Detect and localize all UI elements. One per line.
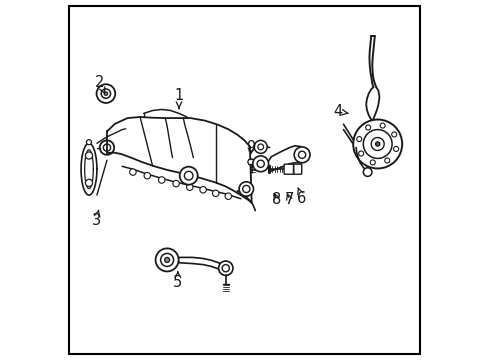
Text: 7: 7 [284,192,294,207]
Circle shape [379,123,385,128]
Circle shape [144,172,150,179]
Circle shape [100,140,114,155]
Circle shape [184,171,193,180]
Circle shape [352,120,401,168]
Circle shape [369,160,374,165]
Circle shape [222,265,229,272]
Text: 9: 9 [246,140,255,155]
Circle shape [96,84,115,103]
Circle shape [200,186,206,193]
Circle shape [160,253,173,266]
Circle shape [393,147,398,152]
Circle shape [158,177,164,183]
Circle shape [391,132,396,137]
Circle shape [186,184,193,190]
Circle shape [254,140,266,153]
Circle shape [294,147,309,163]
Circle shape [172,180,179,187]
Text: 1: 1 [174,88,183,108]
Circle shape [239,182,253,196]
Circle shape [179,167,197,185]
FancyBboxPatch shape [284,164,293,174]
Circle shape [252,156,268,172]
Text: 3: 3 [91,210,101,228]
Text: 8: 8 [272,192,281,207]
FancyBboxPatch shape [293,164,301,174]
Text: 4: 4 [333,104,347,119]
Circle shape [356,136,361,141]
Circle shape [85,152,92,159]
Circle shape [155,248,178,271]
Circle shape [363,168,371,176]
Circle shape [85,179,92,186]
Circle shape [365,125,370,130]
Circle shape [370,138,384,150]
Circle shape [384,158,389,163]
Circle shape [363,130,391,158]
Text: 6: 6 [297,188,306,206]
Circle shape [358,151,363,156]
Circle shape [257,160,264,167]
Circle shape [104,92,107,95]
Polygon shape [247,159,257,165]
Circle shape [103,144,110,151]
Circle shape [218,261,232,275]
Circle shape [101,89,110,98]
Circle shape [86,140,91,145]
Text: 5: 5 [173,272,182,290]
Text: 2: 2 [95,75,104,93]
Circle shape [224,193,231,199]
Circle shape [164,257,169,262]
Circle shape [129,169,136,175]
Circle shape [298,151,305,158]
Circle shape [212,190,219,197]
Circle shape [242,185,249,193]
Circle shape [375,142,379,146]
Circle shape [257,144,263,150]
